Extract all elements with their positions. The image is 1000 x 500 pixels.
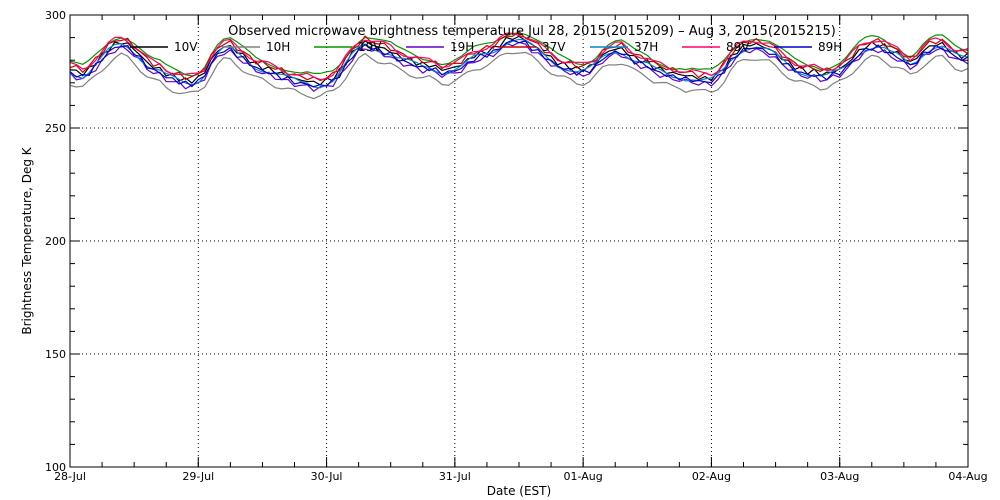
x-tick-label: 02-Aug: [692, 470, 731, 483]
x-tick-label: 04-Aug: [948, 470, 987, 483]
series-lines: [69, 30, 969, 100]
legend-label-19h: 19H: [450, 40, 474, 54]
x-tick-label: 01-Aug: [564, 470, 603, 483]
legend-label-37v: 37V: [542, 40, 566, 54]
y-tick-label: 250: [45, 122, 66, 135]
series-line-89v: [69, 32, 969, 81]
legend: 10V 10H 19V 19H 37V 37H 89V 89H: [130, 40, 842, 54]
legend-label-10h: 10H: [266, 40, 290, 54]
y-axis-title: Brightness Temperature, Deg K: [20, 146, 34, 334]
x-tick-label: 29-Jul: [182, 470, 214, 483]
series-line-89h: [69, 39, 969, 88]
legend-label-89v: 89V: [726, 40, 750, 54]
x-tick-label: 30-Jul: [311, 470, 343, 483]
y-tick-label: 200: [45, 235, 66, 248]
series-line-10h: [69, 51, 969, 100]
x-axis-title: Date (EST): [487, 484, 551, 498]
x-tick-label: 31-Jul: [439, 470, 471, 483]
chart-title: Observed microwave brightness temperatur…: [228, 24, 836, 39]
y-tick-label: 300: [45, 9, 66, 22]
x-tick-label: 03-Aug: [820, 470, 859, 483]
legend-label-89h: 89H: [818, 40, 842, 54]
legend-label-19v: 19V: [358, 40, 382, 54]
x-tick-label: 28-Jul: [54, 470, 86, 483]
grid-lines: [70, 15, 968, 467]
y-tick-label: 100: [45, 461, 66, 474]
series-line-37v: [69, 30, 969, 82]
series-line-19v: [69, 32, 969, 77]
legend-label-37h: 37H: [634, 40, 658, 54]
legend-label-10v: 10V: [174, 40, 198, 54]
y-tick-label: 150: [45, 348, 66, 361]
axis-ticks: 100 150 200 250 300 28-Jul 29-Jul 30-Jul 31-Jul 0…: [45, 9, 988, 483]
